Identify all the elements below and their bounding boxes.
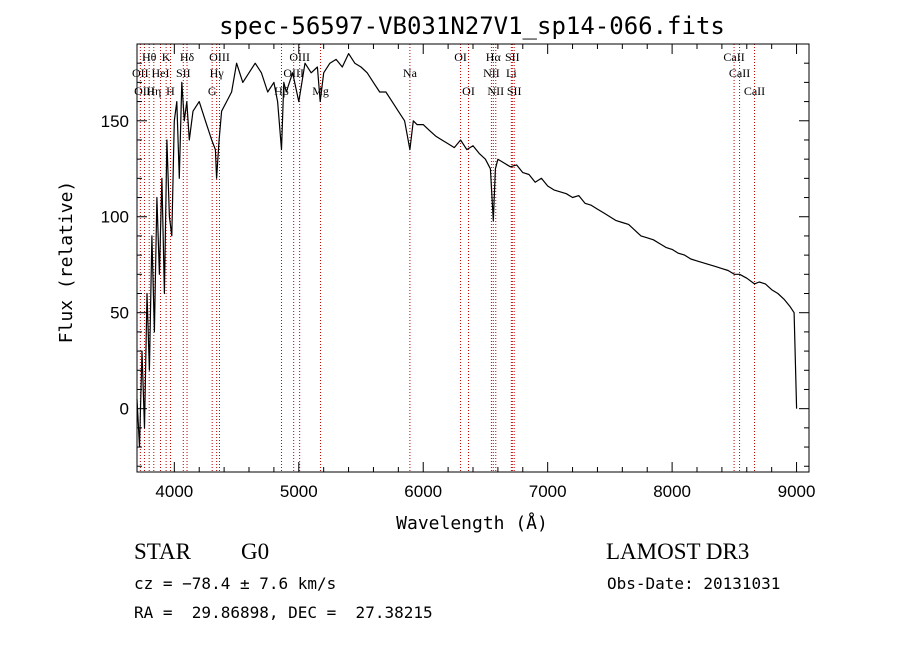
y-tick-label: 50	[110, 304, 129, 323]
axes: 4000 5000 6000 7000 8000 9000 0 50 100 150	[101, 44, 816, 501]
line-label-1: OII	[132, 66, 149, 80]
line-label-11: G	[208, 84, 217, 98]
line-label-16: Na	[403, 66, 418, 80]
line-label-10: Hγ	[210, 66, 225, 80]
line-label-26: CaII	[729, 66, 750, 80]
observation-date: Obs-Date: 20131031	[607, 574, 781, 593]
line-label-8: H	[166, 84, 175, 98]
y-tick-label: 150	[101, 112, 129, 131]
line-label-25: CaII	[723, 50, 744, 64]
line-label-6: Hδ	[180, 50, 195, 64]
plot-frame	[136, 43, 810, 473]
line-label-21: NII	[487, 84, 504, 98]
chart-title: spec-56597-VB031N27V1_sp14-066.fits	[219, 12, 725, 40]
line-label-22: SII	[505, 50, 520, 64]
line-label-9: OIII	[209, 50, 230, 64]
line-label-17: OI	[454, 50, 467, 64]
line-label-3: K	[162, 50, 171, 64]
x-axis-label: Wavelength (Å)	[396, 512, 548, 534]
line-label-4: HeI	[152, 66, 170, 80]
line-label-24: SII	[507, 84, 522, 98]
emission-line-markers	[139, 44, 755, 472]
line-label-14: Hβ	[274, 84, 289, 98]
series-layer	[136, 53, 798, 448]
line-label-0: Hθ	[142, 50, 157, 64]
line-label-2: OIII	[134, 84, 155, 98]
spectrum-line	[136, 53, 798, 448]
x-tick-label: 7000	[529, 482, 567, 501]
y-axis-label: Flux (relative)	[56, 181, 77, 344]
x-tick-label: 5000	[280, 482, 318, 501]
line-label-13: OIII	[283, 66, 304, 80]
x-tick-label: 6000	[404, 482, 442, 501]
line-label-27: CaII	[744, 84, 765, 98]
x-tick-label: 9000	[778, 482, 816, 501]
object-subclass: G0	[241, 539, 270, 564]
y-tick-label: 100	[101, 208, 129, 227]
line-label-18: OI	[462, 84, 475, 98]
line-label-15: Mg	[312, 84, 329, 98]
line-label-7: SII	[176, 66, 191, 80]
survey-name: LAMOST DR3	[606, 539, 750, 564]
object-class: STAR	[134, 539, 191, 564]
y-tick-label: 0	[120, 400, 129, 419]
x-tick-label: 4000	[155, 482, 193, 501]
sky-coordinates: RA = 29.86898, DEC = 27.38215	[134, 603, 433, 622]
line-label-19: Hα	[486, 50, 502, 64]
redshift-velocity: cz = −78.4 ± 7.6 km/s	[134, 574, 337, 593]
line-label-20: NII	[483, 66, 500, 80]
x-tick-label: 8000	[653, 482, 691, 501]
line-label-23: Li	[506, 66, 517, 80]
line-label-12: OIII	[289, 50, 310, 64]
line-label-5: Hη	[146, 84, 161, 98]
